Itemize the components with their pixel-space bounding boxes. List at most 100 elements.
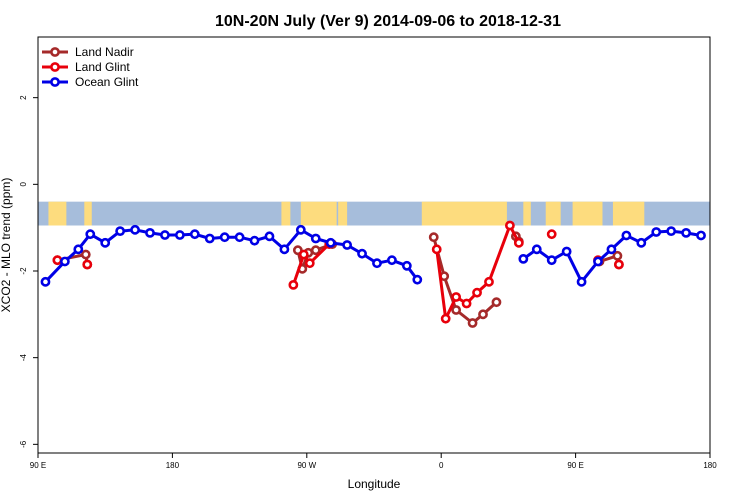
- ocean-band: [38, 201, 710, 226]
- y-tick-label: 2: [19, 95, 28, 100]
- data-point: [461, 298, 472, 309]
- x-axis: 90 E 180 90 W 0 90 E 180: [30, 453, 717, 470]
- data-point: [612, 250, 623, 261]
- data-point: [100, 237, 111, 248]
- data-point: [295, 224, 306, 235]
- legend-label: Land Nadir: [75, 45, 134, 59]
- data-point: [576, 276, 587, 287]
- x-tick-label: 0: [439, 461, 444, 470]
- data-point: [546, 229, 557, 240]
- y-tick-label: -6: [19, 440, 28, 448]
- land-span: [523, 201, 531, 226]
- data-point: [234, 232, 245, 243]
- data-point: [546, 255, 557, 266]
- data-point: [484, 276, 494, 287]
- data-point: [428, 232, 439, 243]
- land-ocean-band: [38, 201, 710, 226]
- x-tick-label: 90 E: [30, 461, 46, 470]
- data-point: [387, 255, 397, 266]
- data-point: [372, 258, 382, 269]
- data-point: [145, 227, 155, 238]
- series-layer: [40, 220, 706, 328]
- data-point: [472, 287, 482, 298]
- data-point: [219, 232, 230, 243]
- series-line: [435, 224, 521, 321]
- y-tick-label: -4: [19, 354, 28, 362]
- data-point: [666, 226, 677, 237]
- land-span: [300, 201, 337, 226]
- data-point: [440, 313, 451, 324]
- data-point: [621, 230, 632, 241]
- y-tick-label: -2: [19, 267, 28, 275]
- data-point: [357, 248, 367, 259]
- x-tick-label: 180: [703, 461, 717, 470]
- legend-marker: [50, 47, 60, 57]
- data-point: [304, 258, 315, 269]
- series-line: [291, 243, 331, 286]
- data-point: [249, 235, 260, 246]
- data-point: [696, 230, 706, 241]
- data-point: [467, 318, 478, 328]
- data-point: [636, 237, 647, 248]
- data-point: [189, 229, 200, 240]
- data-point: [504, 220, 515, 231]
- data-point: [310, 233, 321, 244]
- data-point: [451, 305, 462, 315]
- series-ocean-glint: [40, 224, 706, 287]
- land-span: [84, 201, 92, 226]
- data-point: [82, 259, 93, 270]
- data-point: [651, 227, 662, 237]
- land-span: [421, 201, 507, 226]
- x-tick-label: 90 W: [297, 461, 316, 470]
- y-axis-label: XCO2 - MLO trend (ppm): [0, 178, 13, 313]
- legend-marker: [50, 77, 60, 87]
- legend-label: Ocean Glint: [75, 75, 139, 89]
- legend-marker: [50, 62, 60, 72]
- data-point: [614, 259, 624, 270]
- data-point: [325, 237, 336, 248]
- data-point: [412, 274, 423, 285]
- data-point: [115, 226, 126, 237]
- data-point: [513, 237, 524, 248]
- data-point: [40, 276, 51, 287]
- data-point: [279, 244, 290, 255]
- legend-label: Land Glint: [75, 60, 130, 74]
- data-point: [160, 230, 170, 240]
- data-point: [531, 244, 542, 255]
- data-point: [264, 231, 275, 242]
- data-point: [518, 253, 529, 264]
- land-span: [572, 201, 603, 226]
- data-point: [401, 260, 412, 271]
- y-axis: 2 0 -2 -4 -6: [19, 95, 38, 448]
- data-point: [85, 229, 96, 240]
- data-point: [174, 230, 185, 240]
- data-point: [298, 249, 309, 260]
- data-point: [59, 256, 70, 267]
- land-span: [545, 201, 561, 226]
- land-span: [612, 201, 645, 226]
- data-point: [431, 244, 442, 255]
- data-point: [342, 240, 353, 250]
- data-point: [52, 255, 63, 266]
- data-point: [80, 249, 91, 260]
- data-point: [491, 297, 502, 308]
- land-span: [48, 201, 67, 226]
- land-span: [338, 201, 348, 226]
- series-land-glint: [52, 220, 624, 324]
- x-tick-label: 90 E: [567, 461, 583, 470]
- data-point: [451, 292, 462, 302]
- plot-frame: [37, 36, 711, 454]
- data-point: [593, 256, 603, 267]
- y-tick-label: 0: [19, 182, 28, 187]
- data-point: [561, 246, 572, 257]
- land-span: [281, 201, 291, 226]
- data-point: [73, 244, 84, 255]
- data-point: [681, 227, 692, 238]
- data-point: [288, 279, 299, 290]
- x-tick-label: 180: [166, 461, 180, 470]
- data-point: [130, 224, 140, 235]
- data-point: [310, 245, 321, 256]
- chart-title: 10N-20N July (Ver 9) 2014-09-06 to 2018-…: [215, 13, 561, 30]
